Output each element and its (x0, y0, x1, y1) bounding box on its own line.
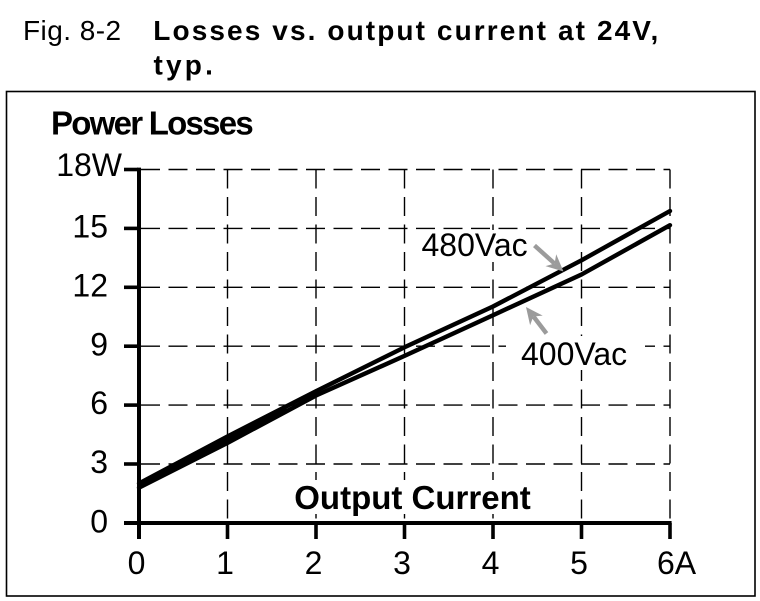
svg-text:typ.: typ. (154, 50, 217, 81)
svg-text:Fig. 8-2: Fig. 8-2 (23, 15, 122, 46)
svg-text:9: 9 (90, 327, 108, 363)
svg-text:18W: 18W (56, 147, 123, 183)
svg-text:3: 3 (393, 545, 411, 581)
svg-text:4: 4 (482, 545, 500, 581)
svg-text:0: 0 (128, 545, 146, 581)
svg-text:Power Losses: Power Losses (51, 105, 252, 142)
svg-text:5: 5 (570, 545, 588, 581)
svg-text:0: 0 (90, 504, 108, 540)
svg-text:3: 3 (90, 444, 108, 480)
svg-text:6A: 6A (657, 545, 697, 581)
svg-text:1: 1 (216, 545, 234, 581)
svg-text:6: 6 (90, 385, 108, 421)
svg-text:Output Current: Output Current (294, 479, 530, 516)
svg-text:15: 15 (72, 209, 108, 245)
svg-text:2: 2 (305, 545, 323, 581)
svg-text:480Vac: 480Vac (422, 227, 528, 263)
svg-text:Losses vs. output current at 2: Losses vs. output current at 24V, (153, 15, 660, 46)
svg-text:12: 12 (72, 268, 108, 304)
svg-text:400Vac: 400Vac (521, 336, 627, 372)
